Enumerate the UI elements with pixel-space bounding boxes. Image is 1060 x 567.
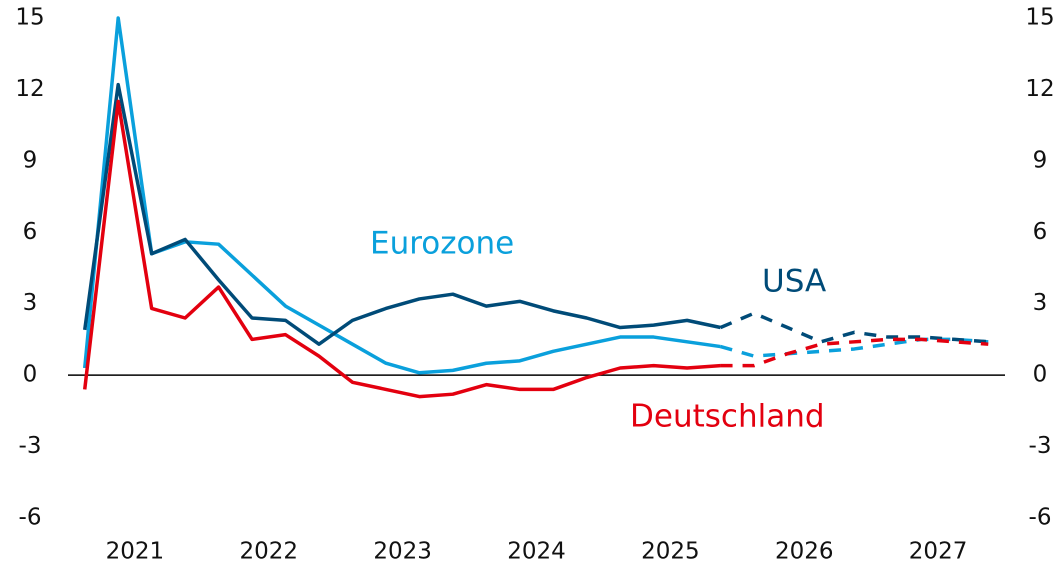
y-tick-label: -6 (19, 505, 42, 531)
x-tick-label: 2027 (909, 539, 968, 565)
x-tick-label: 2023 (373, 539, 432, 565)
y2-tick-label: 0 (1033, 362, 1048, 388)
y2-tick-label: 15 (1025, 5, 1054, 31)
line (82, 16, 721, 375)
y-tick-label: 0 (23, 362, 38, 388)
y-tick-label: 3 (23, 290, 38, 316)
y2-tick-label: 3 (1033, 290, 1048, 316)
y2-tick-label: 12 (1025, 76, 1054, 102)
series-label: Eurozone (370, 226, 514, 262)
y-tick-label: 6 (23, 219, 38, 245)
y2-tick-label: -3 (1029, 433, 1052, 459)
y2-tick-label: -6 (1029, 505, 1052, 531)
x-tick-label: 2026 (775, 539, 834, 565)
forecast-line (720, 337, 989, 368)
line (82, 99, 721, 399)
y2-tick-label: 9 (1033, 147, 1048, 173)
x-tick-label: 2025 (641, 539, 700, 565)
x-tick-label: 2022 (240, 539, 299, 565)
y-tick-label: 9 (23, 147, 38, 173)
x-tick-label: 2024 (507, 539, 566, 565)
y2-tick-label: 6 (1033, 219, 1048, 245)
y-tick-label: 12 (15, 76, 44, 102)
x-tick-label: 2021 (106, 539, 165, 565)
forecast-line (719, 311, 989, 344)
y-tick-label: -3 (19, 433, 42, 459)
y-tick-label: 15 (15, 5, 44, 31)
line (82, 82, 721, 346)
series-label: Deutschland (630, 399, 825, 435)
series-label: USA (762, 264, 826, 300)
